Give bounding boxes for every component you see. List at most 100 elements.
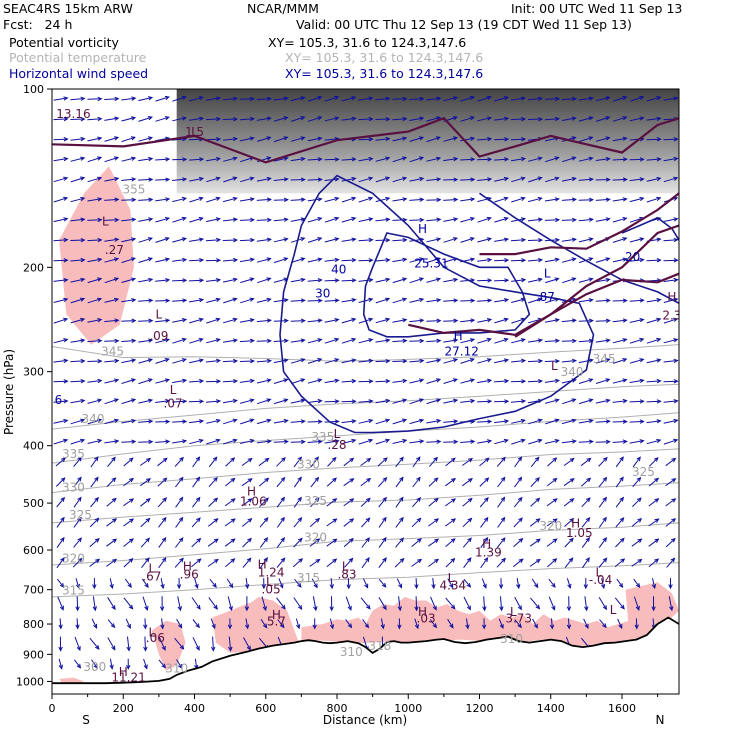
wind-vector xyxy=(578,157,593,162)
wind-vector xyxy=(612,198,627,202)
wind-vector-head xyxy=(195,645,200,651)
wind-vector-head xyxy=(216,399,222,404)
theta-label: 320 xyxy=(304,530,327,544)
theta-contour-340-1 xyxy=(52,383,679,430)
wind-vector-head xyxy=(144,605,149,611)
wind-vector xyxy=(87,137,102,142)
wind-vector xyxy=(257,277,271,284)
wind-vector xyxy=(394,558,405,568)
wind-vector xyxy=(545,399,559,404)
wind-vector-head xyxy=(656,237,662,242)
wind-vector xyxy=(629,400,644,403)
wind-vector-head xyxy=(334,298,340,303)
wind-vector-head xyxy=(334,177,340,182)
wind-vector-head xyxy=(126,664,131,670)
wind-vector xyxy=(206,419,220,424)
wind-vector xyxy=(189,359,204,364)
wind-vector xyxy=(155,279,170,282)
wind-vector xyxy=(121,278,136,283)
wind-vector xyxy=(392,419,407,425)
wind-vector xyxy=(259,497,269,508)
wind-vector-head xyxy=(465,624,470,630)
wind-vector xyxy=(663,239,678,242)
wind-vector xyxy=(466,618,469,629)
pv-hilo-label: .96 xyxy=(180,567,199,581)
wind-vector-head xyxy=(470,398,476,404)
wind-vector xyxy=(104,419,119,425)
wind-vector xyxy=(70,177,85,183)
wind-vector-head xyxy=(486,237,492,242)
wind-vector xyxy=(256,219,271,221)
wind-vector-head xyxy=(537,418,543,423)
theta-label: 300 xyxy=(83,660,106,674)
wind-vector xyxy=(632,477,641,488)
wind-vector xyxy=(409,298,424,303)
wind-vector xyxy=(239,239,254,242)
wind-vector xyxy=(307,116,322,122)
wind-vector xyxy=(141,557,150,569)
wind-vector xyxy=(648,558,659,568)
wind-vector-head xyxy=(164,237,170,242)
wind-vector xyxy=(310,497,320,508)
wind-vector-head xyxy=(656,337,662,343)
wind-vector-head xyxy=(385,379,391,384)
wind-vector-head xyxy=(261,584,267,590)
wind-vector-head xyxy=(470,136,476,141)
wind-vector-head xyxy=(385,217,391,222)
wind-vector-head xyxy=(503,337,509,343)
wind-vector-head xyxy=(131,298,137,303)
wind-vector xyxy=(341,117,356,121)
wind-vector-head xyxy=(230,457,236,462)
wind-vector-head xyxy=(164,257,171,262)
wind-vector-head xyxy=(520,338,526,343)
wind-vector xyxy=(172,259,187,262)
wind-vector xyxy=(445,498,456,507)
wind-vector-head xyxy=(467,497,473,503)
wind-vector-head xyxy=(249,176,255,181)
wind-vector xyxy=(443,137,458,142)
wind-vector-head xyxy=(484,497,489,502)
wind-vector xyxy=(123,597,133,610)
wind-vector xyxy=(222,360,237,363)
wind-vector-head xyxy=(470,177,476,182)
wind-vector-head xyxy=(198,176,205,182)
wind-vector xyxy=(615,456,624,468)
wind-vector-head xyxy=(80,217,86,222)
wind-vector-head xyxy=(605,197,611,202)
wind-vector-head xyxy=(636,497,642,503)
wind-vector-head xyxy=(266,257,272,262)
wind-vector xyxy=(324,379,339,384)
wind-vector xyxy=(53,177,68,183)
wind-vector-head xyxy=(179,456,184,462)
wind-vector xyxy=(258,458,269,467)
wind-vector xyxy=(480,517,489,528)
wind-vector-head xyxy=(131,217,137,222)
wind-vector-head xyxy=(314,456,319,462)
wind-vector xyxy=(341,359,356,364)
wind-vector xyxy=(362,619,369,628)
wind-vector xyxy=(241,498,252,507)
wind-vector xyxy=(529,559,541,567)
wind-vector-head xyxy=(279,623,285,629)
field-name-theta: Potential temperature xyxy=(9,50,147,65)
wind-vector xyxy=(479,477,489,487)
wind-vector xyxy=(578,441,593,443)
wind-vector-head xyxy=(622,298,628,303)
wind-vector xyxy=(307,400,322,403)
theta-label: 340 xyxy=(82,412,105,426)
wind-vector xyxy=(226,578,234,588)
wind-vector-head xyxy=(419,297,425,303)
wind-vector-head xyxy=(385,317,391,323)
wind-vector xyxy=(70,197,85,203)
wind-vector-head xyxy=(161,516,167,522)
wind-vector-head xyxy=(382,516,387,522)
wind-vector-head xyxy=(365,517,371,523)
wind-vector-head xyxy=(622,378,628,383)
wind-vector-head xyxy=(351,96,357,101)
wind-vector xyxy=(564,518,574,527)
wind-vector xyxy=(612,237,627,243)
wind-vector xyxy=(375,360,390,363)
valid-time: Valid: 00 UTC Thu 12 Sep 13 (19 CDT Wed … xyxy=(296,17,632,32)
wind-vector-head xyxy=(585,557,590,563)
wind-vector xyxy=(87,340,102,343)
